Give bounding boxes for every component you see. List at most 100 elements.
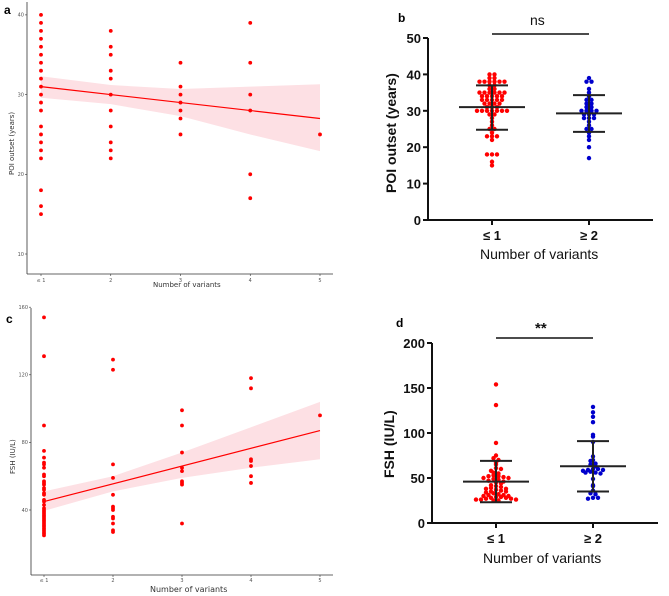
data-point — [39, 100, 43, 105]
data-point — [477, 90, 482, 95]
x-tick-label: ≤ 1 — [37, 278, 46, 284]
data-point — [585, 467, 591, 473]
data-point — [487, 79, 492, 84]
data-point — [42, 315, 46, 320]
data-point — [108, 124, 113, 129]
y-tick-label: 120 — [18, 373, 28, 379]
data-point — [108, 68, 113, 73]
data-point — [39, 68, 43, 73]
data-point — [489, 134, 495, 139]
data-point — [593, 470, 598, 475]
y-tick-label: 80 — [22, 440, 28, 446]
data-point — [489, 159, 495, 164]
data-point — [589, 108, 594, 114]
data-point — [249, 481, 253, 485]
data-point — [479, 94, 485, 99]
data-point — [39, 52, 43, 57]
data-point — [42, 492, 46, 497]
y-tick-label: 10 — [407, 177, 421, 192]
data-point — [585, 496, 591, 501]
data-point — [488, 483, 494, 488]
x-tick-label: ≥ 2 — [580, 228, 598, 243]
x-tick-label: 4 — [249, 278, 252, 284]
data-point — [497, 90, 502, 95]
x-tick-label: 5 — [318, 578, 321, 584]
data-point — [498, 484, 504, 490]
data-point — [249, 459, 253, 463]
data-point — [42, 487, 46, 492]
data-point — [479, 108, 485, 114]
data-point — [108, 156, 113, 161]
y-tick-label: 40 — [22, 508, 28, 514]
data-point — [496, 492, 501, 497]
data-point — [497, 101, 502, 106]
data-point — [39, 188, 43, 193]
data-point — [249, 464, 253, 468]
data-point — [501, 492, 506, 498]
data-point — [39, 20, 43, 25]
y-tick-label: 100 — [403, 426, 425, 441]
data-point — [502, 79, 507, 84]
data-point — [39, 212, 43, 217]
confidence-band — [44, 401, 320, 511]
data-point — [584, 104, 589, 110]
data-point — [178, 84, 183, 89]
data-point — [111, 357, 115, 362]
data-point — [42, 448, 46, 453]
data-point — [492, 72, 497, 77]
data-point — [594, 108, 599, 114]
data-point — [39, 204, 43, 209]
data-point — [484, 134, 490, 139]
data-point — [111, 508, 115, 512]
data-point — [487, 86, 492, 92]
data-point — [586, 75, 592, 81]
data-point — [178, 108, 183, 113]
data-point — [180, 423, 184, 428]
data-point — [513, 497, 519, 502]
data-point — [483, 490, 489, 495]
data-point — [484, 108, 490, 114]
data-point — [42, 423, 46, 428]
data-point — [248, 92, 253, 97]
data-point — [178, 92, 183, 97]
data-point — [590, 410, 596, 415]
data-point — [584, 97, 589, 103]
y-tick-label: 40 — [18, 13, 24, 19]
y-tick-label: 200 — [403, 336, 425, 351]
data-point — [586, 86, 592, 92]
y-tick-label: 0 — [414, 213, 421, 228]
data-point — [590, 432, 596, 437]
data-point — [501, 474, 506, 480]
panel-b: b ns Number of variants POI outset (year… — [383, 11, 653, 262]
data-point — [482, 79, 487, 84]
data-point — [39, 108, 43, 113]
data-point — [499, 94, 505, 99]
data-point — [499, 97, 505, 103]
data-point — [488, 468, 494, 473]
data-point — [477, 79, 482, 84]
panel-d: d ** Number of variants FSH (IU/L) 0 50 10… — [381, 316, 658, 566]
y-tick-label: 0 — [418, 516, 425, 531]
data-point — [586, 155, 592, 161]
data-point — [478, 497, 484, 502]
data-point — [503, 486, 509, 491]
data-point — [180, 469, 184, 474]
data-point — [492, 86, 497, 92]
data-point — [489, 163, 495, 168]
data-point — [590, 495, 596, 500]
data-point — [481, 475, 486, 481]
data-point — [584, 108, 589, 114]
x-axis-label: Number of variants — [483, 550, 601, 566]
data-point — [600, 467, 606, 473]
data-point — [111, 367, 115, 372]
panel-c: c Number of variants FSH (IU/L) 40 80 120 1… — [6, 305, 333, 594]
y-axis-label: POI outset (years) — [383, 73, 399, 193]
data-point — [39, 92, 43, 97]
data-point — [487, 90, 492, 95]
x-tick-label: 3 — [179, 278, 182, 284]
data-point — [493, 440, 499, 446]
y-axis-label: FSH (IU/L) — [381, 410, 397, 478]
data-point — [108, 28, 113, 33]
data-point — [589, 97, 594, 103]
data-point — [178, 132, 183, 137]
